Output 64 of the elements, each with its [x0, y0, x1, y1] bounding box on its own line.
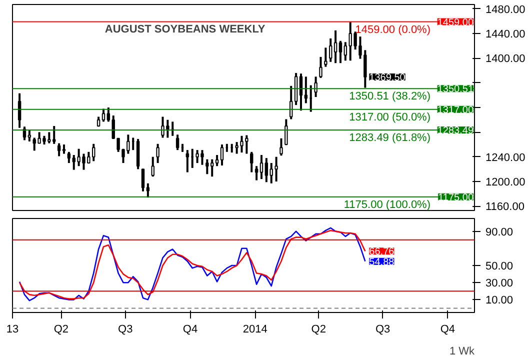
candlestick [264, 157, 268, 184]
candlestick [186, 149, 190, 174]
annotation: 1369.50 [369, 72, 406, 84]
y-tick-label: 1240.00 [486, 152, 526, 164]
x-tick-label: Q4 [440, 324, 456, 336]
annotation: 1317.00 [437, 104, 474, 116]
text: 1 Wk [449, 346, 475, 358]
x-tick-label: Q2 [311, 324, 326, 336]
candlestick [314, 76, 318, 98]
y-tick-label: 1200.00 [486, 176, 526, 189]
candlestick [220, 144, 224, 166]
candlestick [329, 37, 332, 63]
candlestick [215, 154, 219, 168]
candlestick [141, 168, 145, 192]
y-tick-label: 10.00 [486, 294, 514, 307]
candlestick [146, 182, 150, 199]
y-tick-label: 1160.00 [486, 201, 524, 214]
candlestick [116, 137, 120, 153]
data-label: 54.88 [369, 256, 395, 268]
y-tick-label: 1480.00 [486, 4, 526, 16]
candlestick [319, 56, 322, 79]
ref-line-label: 1459.00 (0.0%) [355, 24, 430, 36]
candlestick [62, 144, 66, 155]
candlestick [176, 134, 180, 152]
ref-line-label: 1283.49 (61.8%) [349, 132, 431, 144]
ref-line-label: 1350.51 (38.2%) [349, 90, 431, 103]
x-tick-label: Q2 [54, 324, 69, 336]
x-tick-label: 2014 [242, 324, 268, 336]
candlestick [270, 162, 273, 184]
candlestick [156, 142, 160, 164]
y-tick-label: 50.00 [486, 260, 514, 272]
ref-line-label: 1317.00 (50.0%) [349, 111, 431, 124]
candlestick [304, 76, 308, 104]
y-tick-label: 30.00 [486, 278, 514, 290]
candlestick [67, 150, 71, 164]
x-tick-label: 13 [6, 324, 19, 336]
annotation: 1459.00 [437, 17, 474, 28]
ref-line-label: 1175.00 (100.0%) [344, 198, 431, 211]
x-tick-label: Q3 [375, 324, 390, 336]
candlestick [92, 142, 96, 162]
candlestick [364, 49, 367, 89]
candlestick [254, 165, 258, 182]
candlestick [102, 108, 106, 123]
candlestick [28, 128, 32, 142]
candlestick [106, 106, 110, 123]
annotation: 1175.00 [438, 192, 474, 204]
candlestick [245, 134, 248, 155]
x-tick-label: Q3 [118, 324, 133, 336]
y-tick-label: 90.00 [486, 226, 514, 238]
y-tick-label: 1400.00 [486, 53, 526, 66]
candlestick [324, 46, 328, 68]
candlestick [334, 29, 338, 64]
text: AUGUST SOYBEANS WEEKLY [104, 23, 266, 36]
candlestick [57, 142, 61, 158]
annotation: 1283.49 [437, 126, 474, 137]
candlestick [151, 156, 154, 178]
candlestick [280, 137, 283, 157]
candlestick [250, 150, 254, 174]
candlestick [338, 40, 342, 64]
candlestick [284, 118, 288, 146]
x-tick-label: Q4 [182, 324, 198, 336]
candlestick [274, 156, 278, 183]
y-tick-label: 1440.00 [486, 28, 526, 40]
candlestick [260, 154, 264, 180]
